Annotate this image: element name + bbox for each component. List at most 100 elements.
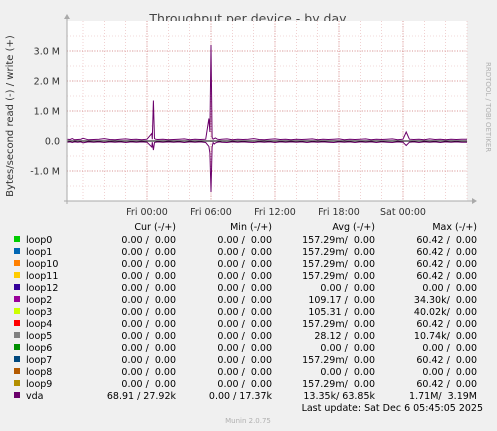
legend-value-cur: 0.00 / 0.00 <box>121 331 176 342</box>
legend-value-min: 0.00 / 0.00 <box>217 259 272 270</box>
legend-value-max: 60.42 / 0.00 <box>416 235 477 246</box>
legend-headers: Cur (-/+) Min (-/+) Avg (-/+) Max (-/+) <box>134 222 477 233</box>
y-tick-label: 1.0 M <box>34 107 60 118</box>
legend-value-min: 0.00 / 0.00 <box>217 295 272 306</box>
legend-value-max: 60.42 / 0.00 <box>416 355 477 366</box>
y-tick-label: -1.0 M <box>30 167 60 178</box>
legend-row: loop9 0.00 / 0.00 0.00 / 0.00 157.29m/ 0.00… <box>14 379 477 390</box>
legend-value-max: 10.74k/ 0.00 <box>414 331 477 342</box>
series-layer <box>66 44 467 193</box>
legend-row: loop4 0.00 / 0.00 0.00 / 0.00 157.29m/ 0.00… <box>14 319 477 330</box>
legend-value-cur: 0.00 / 0.00 <box>121 283 176 294</box>
legend-value-cur: 0.00 / 0.00 <box>121 355 176 366</box>
legend: loop0 0.00 / 0.00 0.00 / 0.00 157.29m/ 0.00… <box>14 235 477 402</box>
legend-row: loop11 0.00 / 0.00 0.00 / 0.00 157.29m/ 0.0… <box>14 271 477 282</box>
y-axis-label: Bytes/second read (-) / write (+) <box>5 35 16 197</box>
legend-swatch <box>14 344 20 350</box>
legend-value-min: 0.00 / 0.00 <box>217 283 272 294</box>
legend-value-avg: 157.29m/ 0.00 <box>302 247 375 258</box>
legend-value-min: 0.00 / 0.00 <box>217 331 272 342</box>
legend-swatch <box>14 356 20 362</box>
legend-row: loop6 0.00 / 0.00 0.00 / 0.00 0.00 / 0.00 0.… <box>14 343 477 354</box>
legend-value-avg: 157.29m/ 0.00 <box>302 379 375 390</box>
rrdtool-credit: RRDTOOL / TOBI OETIKER <box>484 62 492 152</box>
legend-series-name: loop3 <box>26 307 52 318</box>
legend-value-avg: 157.29m/ 0.00 <box>302 271 375 282</box>
legend-value-max: 34.30k/ 0.00 <box>414 295 477 306</box>
legend-value-avg: 0.00 / 0.00 <box>320 367 375 378</box>
legend-value-avg: 157.29m/ 0.00 <box>302 355 375 366</box>
legend-row: vda 68.91 / 27.92k 0.00 / 17.37k 13.35k/ 63… <box>14 391 477 402</box>
munin-version: Munin 2.0.75 <box>225 417 271 425</box>
legend-value-min: 0.00 / 0.00 <box>217 235 272 246</box>
legend-header-min: Min (-/+) <box>230 222 272 233</box>
legend-series-name: loop9 <box>26 379 52 390</box>
x-tick-label: Fri 06:00 <box>190 207 232 218</box>
legend-swatch <box>14 260 20 266</box>
x-tick-label: Sat 00:00 <box>380 207 426 218</box>
legend-value-max: 60.42 / 0.00 <box>416 379 477 390</box>
legend-value-min: 0.00 / 0.00 <box>217 307 272 318</box>
y-tick-label: 0.0 <box>45 137 60 148</box>
legend-header-cur: Cur (-/+) <box>134 222 176 233</box>
legend-value-cur: 0.00 / 0.00 <box>121 343 176 354</box>
legend-row: loop8 0.00 / 0.00 0.00 / 0.00 0.00 / 0.00 0.… <box>14 367 477 378</box>
legend-value-max: 60.42 / 0.00 <box>416 247 477 258</box>
legend-swatch <box>14 320 20 326</box>
legend-value-avg: 157.29m/ 0.00 <box>302 259 375 270</box>
series-line-vda-write <box>66 44 467 141</box>
legend-value-min: 0.00 / 0.00 <box>217 355 272 366</box>
legend-value-cur: 68.91 / 27.92k <box>107 391 177 402</box>
y-tick-labels: 3.0 M 2.0 M 1.0 M 0.0 -1.0 M <box>30 47 60 178</box>
legend-value-avg: 28.12 / 0.00 <box>314 331 375 342</box>
legend-row: loop1 0.00 / 0.00 0.00 / 0.00 157.29m/ 0.00… <box>14 247 477 258</box>
legend-value-max: 60.42 / 0.00 <box>416 319 477 330</box>
x-axis-arrow <box>472 198 477 204</box>
y-tick-label: 2.0 M <box>34 77 60 88</box>
legend-value-max: 0.00 / 0.00 <box>422 283 477 294</box>
series-line-vda-read <box>66 141 467 193</box>
legend-swatch <box>14 380 20 386</box>
legend-value-avg: 13.35k/ 63.85k <box>303 391 375 402</box>
legend-value-avg: 157.29m/ 0.00 <box>302 319 375 330</box>
legend-series-name: vda <box>26 391 43 402</box>
legend-series-name: loop7 <box>26 355 52 366</box>
legend-series-name: loop4 <box>26 319 52 330</box>
legend-series-name: loop11 <box>26 271 58 282</box>
legend-swatch <box>14 308 20 314</box>
legend-swatch <box>14 284 20 290</box>
legend-header-avg: Avg (-/+) <box>332 222 375 233</box>
legend-row: loop3 0.00 / 0.00 0.00 / 0.00 105.31 / 0.00… <box>14 307 477 318</box>
x-tick-label: Fri 18:00 <box>318 207 360 218</box>
legend-value-min: 0.00 / 0.00 <box>217 367 272 378</box>
legend-swatch <box>14 272 20 278</box>
y-tick-label: 3.0 M <box>34 47 60 58</box>
legend-swatch <box>14 248 20 254</box>
legend-value-avg: 0.00 / 0.00 <box>320 283 375 294</box>
legend-row: loop2 0.00 / 0.00 0.00 / 0.00 109.17 / 0.00… <box>14 295 477 306</box>
legend-series-name: loop0 <box>26 235 52 246</box>
legend-swatch <box>14 332 20 338</box>
legend-value-min: 0.00 / 0.00 <box>217 247 272 258</box>
legend-value-avg: 0.00 / 0.00 <box>320 343 375 354</box>
legend-value-max: 0.00 / 0.00 <box>422 367 477 378</box>
legend-row: loop0 0.00 / 0.00 0.00 / 0.00 157.29m/ 0.00… <box>14 235 477 246</box>
x-tick-label: Fri 00:00 <box>126 207 168 218</box>
legend-swatch <box>14 368 20 374</box>
legend-series-name: loop10 <box>26 259 58 270</box>
legend-series-name: loop1 <box>26 247 52 258</box>
legend-series-name: loop2 <box>26 295 52 306</box>
legend-header-max: Max (-/+) <box>432 222 477 233</box>
legend-value-max: 40.02k/ 0.00 <box>414 307 477 318</box>
legend-value-cur: 0.00 / 0.00 <box>121 367 176 378</box>
legend-value-max: 60.42 / 0.00 <box>416 271 477 282</box>
legend-swatch <box>14 296 20 302</box>
legend-swatch <box>14 236 20 242</box>
last-update: Last update: Sat Dec 6 05:45:05 2025 <box>302 403 483 414</box>
legend-value-cur: 0.00 / 0.00 <box>121 259 176 270</box>
x-tick-labels: Fri 00:00 Fri 06:00 Fri 12:00 Fri 18:00 Sat … <box>126 207 426 218</box>
legend-value-cur: 0.00 / 0.00 <box>121 319 176 330</box>
legend-value-cur: 0.00 / 0.00 <box>121 271 176 282</box>
legend-row: loop12 0.00 / 0.00 0.00 / 0.00 0.00 / 0.00 0… <box>14 283 477 294</box>
legend-series-name: loop12 <box>26 283 58 294</box>
